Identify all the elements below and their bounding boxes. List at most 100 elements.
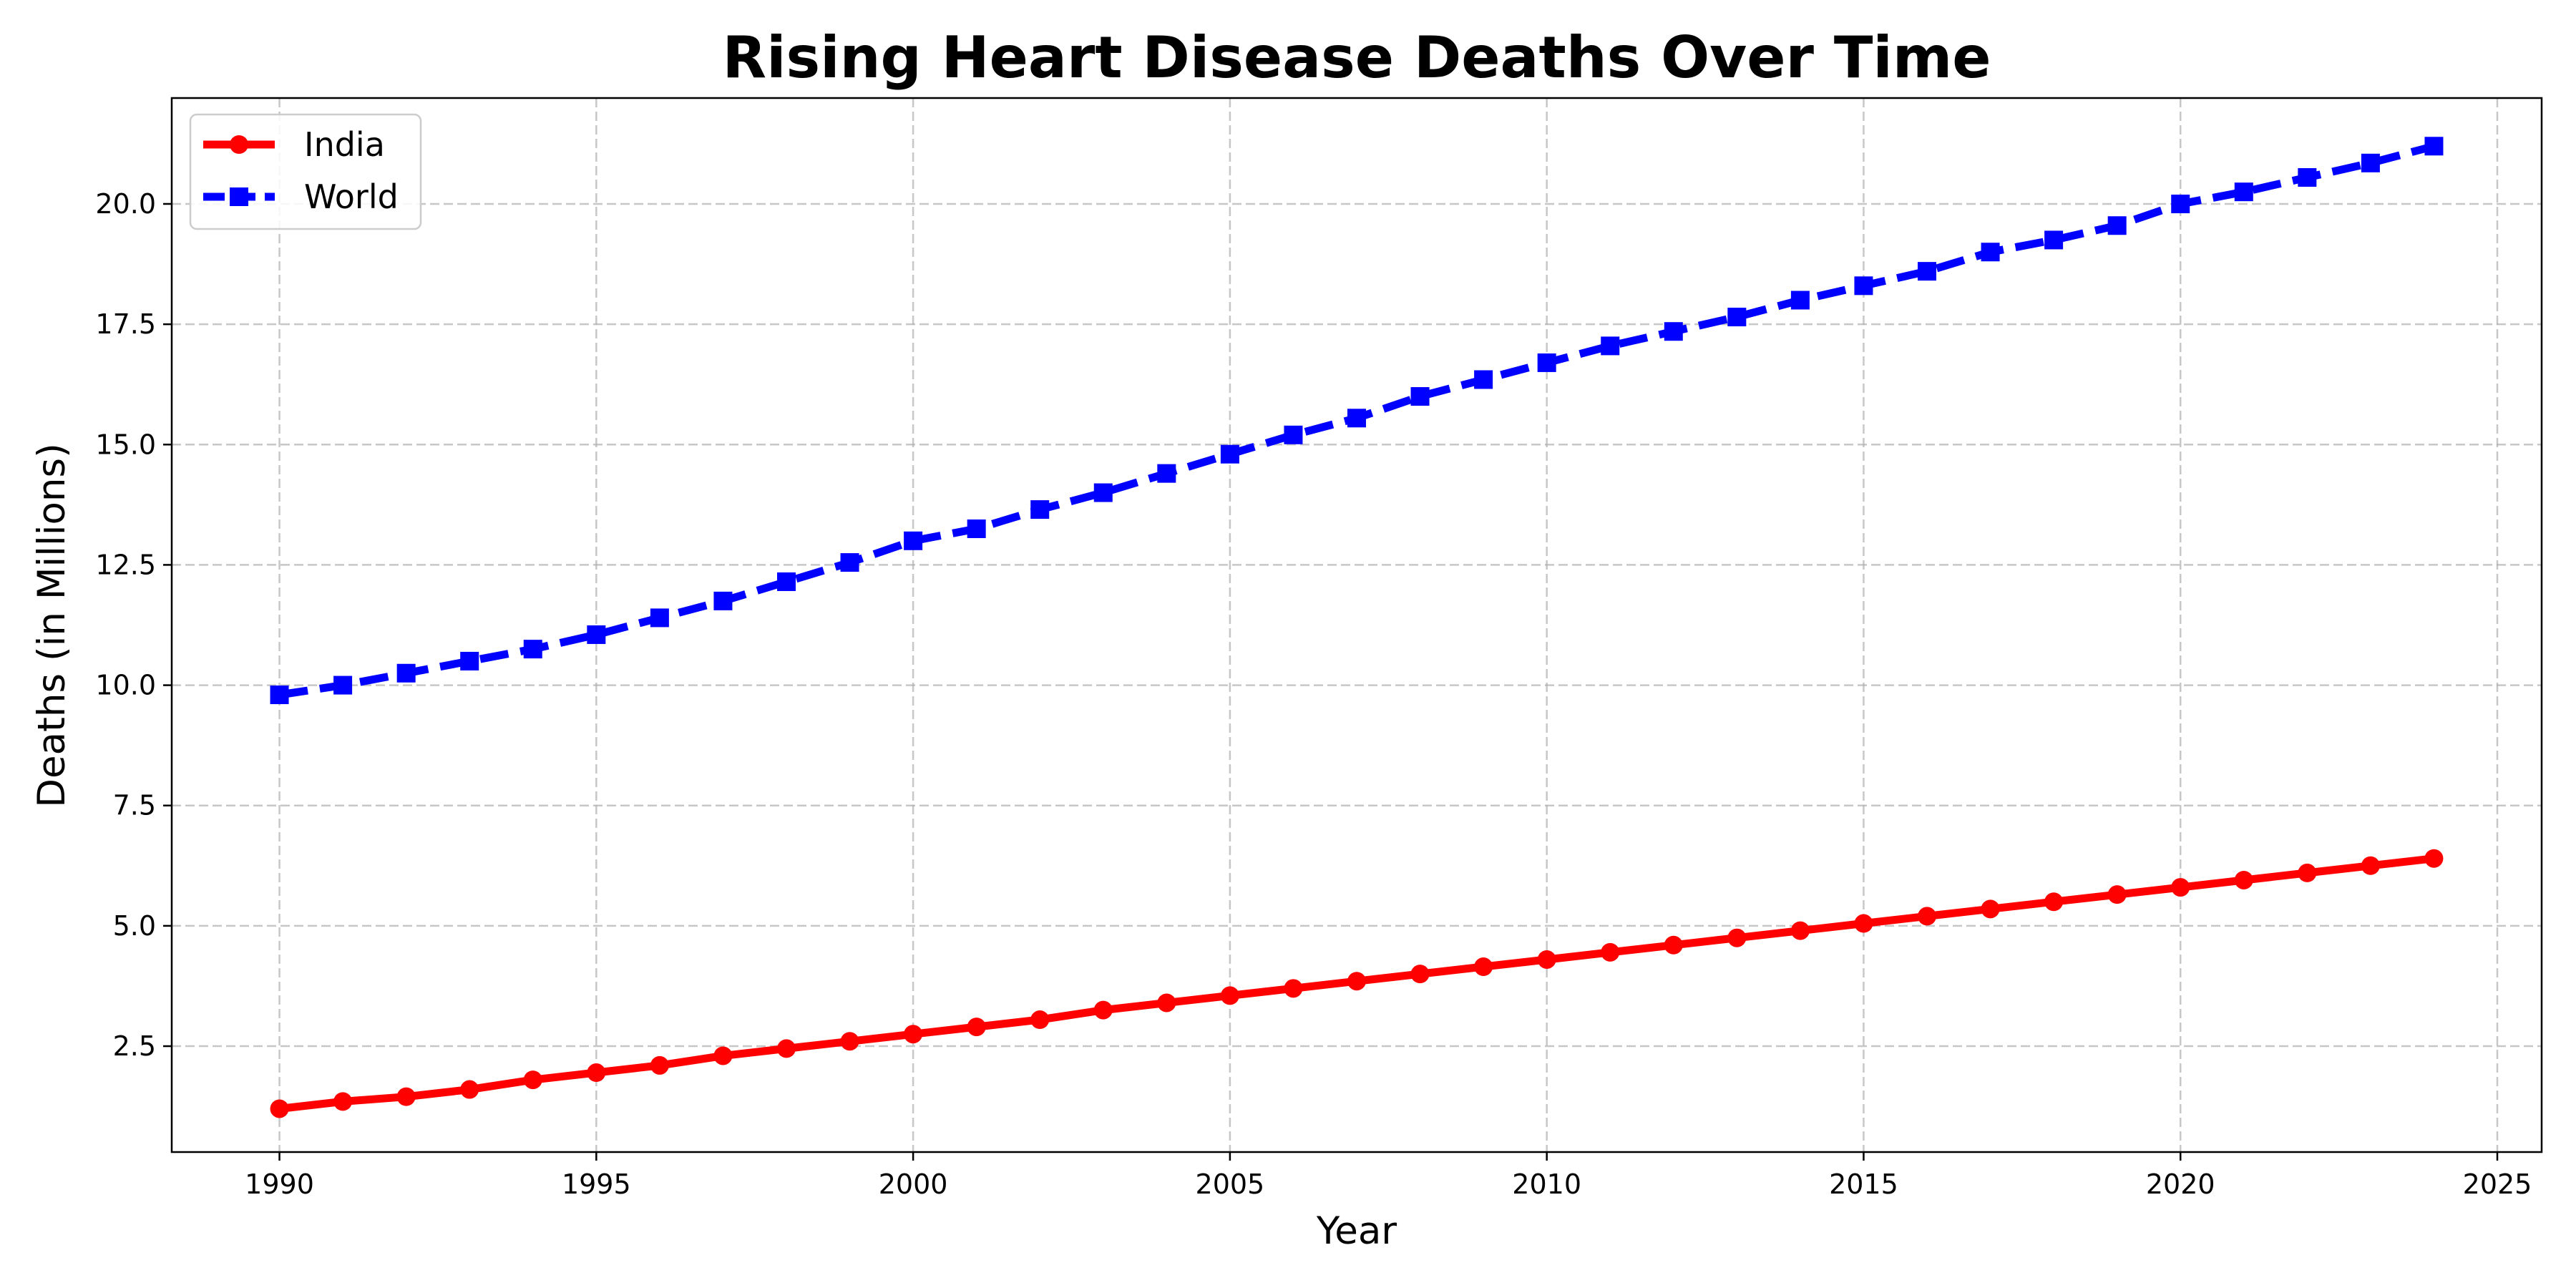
data-point-world: [1790, 291, 1810, 310]
data-point-india: [333, 1092, 353, 1111]
data-point-world: [587, 625, 606, 644]
data-point-world: [967, 519, 986, 538]
data-point-india: [2298, 863, 2317, 882]
data-point-world: [333, 675, 353, 695]
data-point-world: [523, 640, 542, 659]
data-point-world: [2361, 153, 2380, 172]
data-point-world: [1981, 243, 2000, 262]
data-point-india: [1157, 993, 1176, 1013]
data-point-world: [1030, 500, 1050, 519]
data-point-india: [460, 1080, 479, 1099]
data-point-india: [1220, 986, 1239, 1005]
data-point-india: [967, 1018, 986, 1037]
series-layer: [270, 137, 2444, 1118]
data-point-india: [1537, 950, 1556, 969]
series-india: [270, 849, 2444, 1118]
data-point-india: [840, 1032, 859, 1051]
data-point-world: [270, 686, 289, 705]
data-point-india: [1347, 972, 1366, 991]
y-tick-label: 17.5: [95, 308, 156, 340]
y-tick-label: 10.0: [95, 670, 156, 701]
data-point-world: [2424, 137, 2444, 156]
y-tick-label: 20.0: [95, 188, 156, 220]
data-point-india: [1410, 965, 1430, 984]
data-point-india: [2044, 892, 2064, 912]
data-point-world: [396, 663, 416, 683]
data-point-world: [1347, 409, 1366, 428]
data-point-india: [523, 1070, 542, 1090]
data-point-india: [1093, 1000, 1113, 1020]
data-point-world: [1537, 353, 1556, 372]
data-point-india: [776, 1039, 796, 1058]
data-point-world: [1727, 308, 1747, 327]
data-point-india: [1790, 921, 1810, 940]
data-point-world: [1918, 262, 1937, 281]
legend-label-world: World: [304, 177, 399, 216]
data-point-india: [1284, 979, 1303, 998]
data-point-india: [2361, 856, 2380, 875]
legend-entry-india: India: [203, 125, 385, 164]
y-axis: 2.5 5.0 7.5 10.0 12.5 15.0 17.5 20.0: [95, 188, 172, 1062]
data-point-india: [1981, 899, 2000, 919]
data-point-world: [1854, 276, 1873, 296]
x-tick-label: 2020: [2146, 1169, 2215, 1200]
data-point-world: [1220, 444, 1239, 464]
data-point-india: [1474, 957, 1493, 977]
legend-entries: India World: [203, 125, 399, 216]
data-point-world: [776, 572, 796, 591]
data-point-world: [2044, 230, 2064, 250]
x-axis-label: Year: [1316, 1209, 1397, 1253]
data-point-india: [2234, 870, 2253, 889]
data-point-india: [1601, 942, 1620, 962]
legend-label-india: India: [304, 125, 385, 164]
data-point-world: [2107, 216, 2127, 235]
legend-marker-world: [230, 187, 248, 206]
data-point-india: [2107, 885, 2127, 904]
data-point-world: [2171, 194, 2190, 213]
y-tick-label: 15.0: [95, 429, 156, 460]
data-point-india: [396, 1087, 416, 1106]
data-point-world: [2234, 182, 2253, 202]
x-tick-label: 2015: [1829, 1169, 1898, 1200]
x-tick-label: 2005: [1196, 1169, 1265, 1200]
data-point-world: [650, 608, 669, 628]
x-tick-label: 2000: [879, 1169, 948, 1200]
x-tick-label: 1990: [245, 1169, 314, 1200]
data-point-india: [2171, 878, 2190, 897]
data-point-world: [1410, 387, 1430, 406]
data-point-world: [1157, 464, 1176, 483]
data-point-world: [460, 651, 479, 670]
y-axis-label: Deaths (in Millions): [30, 443, 74, 808]
data-point-india: [1664, 935, 1683, 955]
data-point-india: [1918, 907, 1937, 926]
data-point-world: [1093, 483, 1113, 502]
x-tick-label: 2010: [1512, 1169, 1581, 1200]
legend-entry-world: World: [203, 177, 399, 216]
data-point-india: [2424, 849, 2444, 868]
y-tick-label: 12.5: [95, 549, 156, 580]
legend: India World: [189, 113, 422, 230]
data-point-india: [1030, 1010, 1050, 1030]
data-point-world: [1601, 336, 1620, 356]
x-tick-label: 2025: [2463, 1169, 2532, 1200]
data-point-india: [713, 1046, 733, 1065]
data-point-world: [2298, 167, 2317, 187]
y-tick-label: 2.5: [113, 1030, 156, 1062]
data-point-india: [650, 1055, 669, 1075]
data-point-world: [713, 591, 733, 610]
data-point-world: [1664, 322, 1683, 341]
data-point-world: [1284, 425, 1303, 444]
y-tick-label: 7.5: [113, 790, 156, 821]
data-point-india: [1854, 914, 1873, 933]
x-tick-label: 1995: [562, 1169, 631, 1200]
data-point-india: [1727, 928, 1747, 947]
y-tick-label: 5.0: [113, 910, 156, 942]
data-point-india: [904, 1025, 923, 1044]
grid: [172, 98, 2542, 1152]
chart-title: Rising Heart Disease Deaths Over Time: [723, 24, 1991, 91]
data-point-world: [840, 553, 859, 572]
legend-marker-india: [230, 135, 248, 154]
data-point-india: [270, 1099, 289, 1118]
data-point-world: [904, 531, 923, 550]
